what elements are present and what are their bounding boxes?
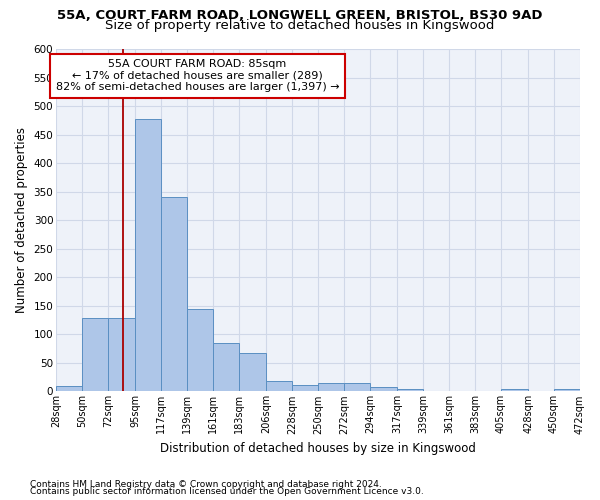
Bar xyxy=(136,119,161,392)
Bar xyxy=(187,308,213,392)
Bar xyxy=(239,352,266,392)
Text: 55A COURT FARM ROAD: 85sqm
← 17% of detached houses are smaller (289)
82% of sem: 55A COURT FARM ROAD: 85sqm ← 17% of deta… xyxy=(56,60,340,92)
Bar xyxy=(319,384,344,392)
Text: Size of property relative to detached houses in Kingswood: Size of property relative to detached ho… xyxy=(106,18,494,32)
Bar xyxy=(108,318,135,392)
Text: Contains HM Land Registry data © Crown copyright and database right 2024.: Contains HM Land Registry data © Crown c… xyxy=(30,480,382,489)
Bar xyxy=(501,388,528,392)
Y-axis label: Number of detached properties: Number of detached properties xyxy=(15,127,28,313)
Bar xyxy=(344,384,370,392)
Bar xyxy=(370,388,397,392)
Bar xyxy=(397,388,423,392)
Bar xyxy=(214,343,239,392)
Text: Contains public sector information licensed under the Open Government Licence v3: Contains public sector information licen… xyxy=(30,487,424,496)
Bar xyxy=(292,385,318,392)
Bar xyxy=(266,380,292,392)
Bar xyxy=(554,388,580,392)
X-axis label: Distribution of detached houses by size in Kingswood: Distribution of detached houses by size … xyxy=(160,442,476,455)
Bar xyxy=(161,198,187,392)
Bar xyxy=(56,386,82,392)
Text: 55A, COURT FARM ROAD, LONGWELL GREEN, BRISTOL, BS30 9AD: 55A, COURT FARM ROAD, LONGWELL GREEN, BR… xyxy=(57,9,543,22)
Bar xyxy=(82,318,108,392)
